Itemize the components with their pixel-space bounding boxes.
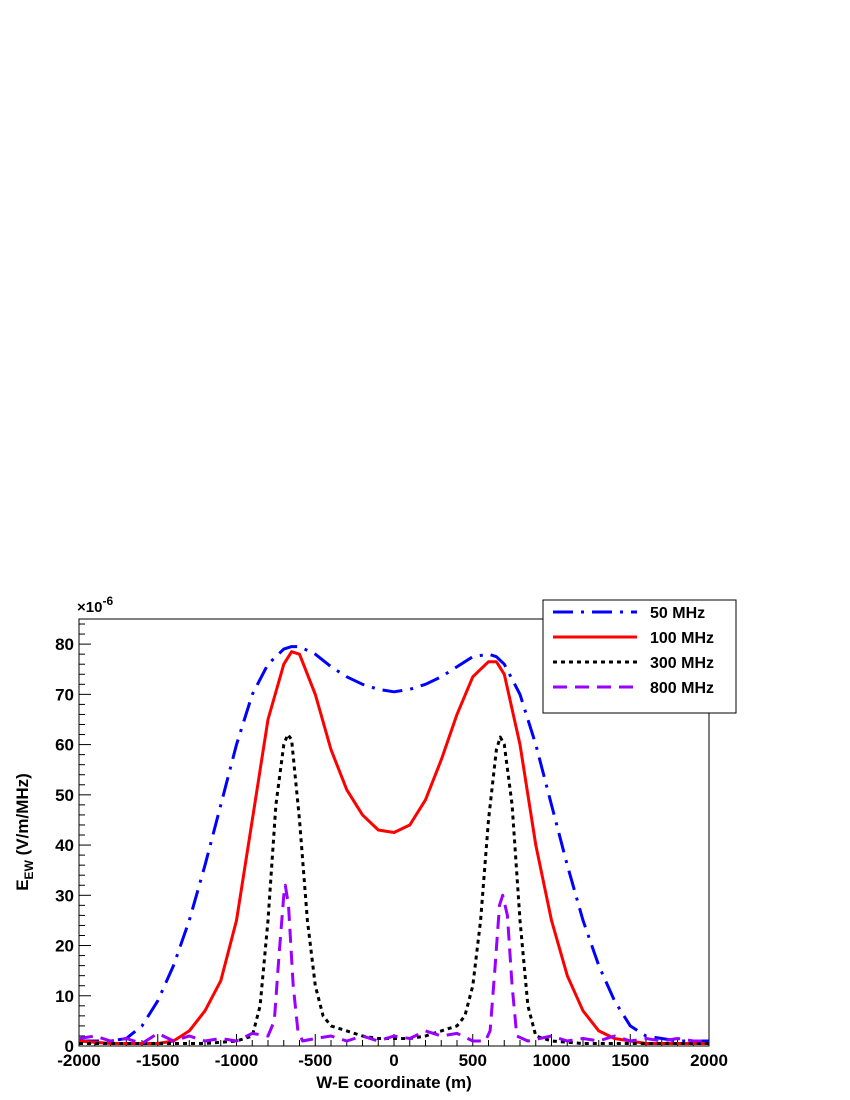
legend-box — [542, 599, 737, 714]
y-axis-title-rest: (V/m/MHz) — [13, 773, 32, 860]
y-tick-label: 80 — [55, 635, 74, 654]
series-line — [78, 650, 709, 1045]
y-tick-label: 0 — [65, 1037, 74, 1056]
y-exponent-power: -6 — [102, 594, 113, 608]
series-line — [78, 883, 709, 1045]
y-axis-title-main: E — [13, 879, 32, 890]
y-tick-label: 10 — [55, 987, 74, 1006]
y-tick-label: 40 — [55, 836, 74, 855]
y-axis-title-subscript: EW — [22, 859, 36, 879]
x-tick-label: -1000 — [215, 1051, 258, 1070]
y-exponent-label: ×10-6 — [77, 594, 113, 616]
legend: 50 MHz 100 MHz 300 MHz 800 MHz — [542, 599, 737, 714]
series-line — [79, 733, 709, 1045]
y-tick-label: 30 — [55, 886, 74, 905]
legend-label: 50 MHz — [650, 605, 705, 622]
y-exponent-prefix: ×10 — [77, 599, 102, 616]
y-tick-label: 20 — [55, 937, 74, 956]
y-tick-label: 60 — [55, 736, 74, 755]
x-axis-title: W-E coordinate (m) — [316, 1073, 472, 1092]
legend-label: 300 MHz — [650, 655, 714, 672]
y-axis-title: EEW (V/m/MHz) — [13, 773, 36, 891]
y-axis-ticks: 0 10 20 30 40 50 60 70 80 — [55, 623, 91, 1056]
x-tick-label: -1500 — [136, 1051, 179, 1070]
x-tick-label: 0 — [389, 1051, 398, 1070]
x-axis-ticks: -2000 -1500 -1000 -500 0 500 1000 1500 2000 — [57, 1034, 728, 1070]
legend-label: 100 MHz — [650, 630, 714, 647]
x-tick-label: -2000 — [57, 1051, 100, 1070]
x-tick-label: 1500 — [611, 1051, 649, 1070]
legend-label: 800 MHz — [650, 680, 714, 697]
x-tick-label: 500 — [459, 1051, 487, 1070]
x-tick-label: 1000 — [533, 1051, 571, 1070]
x-tick-label: -500 — [298, 1051, 332, 1070]
x-tick-label: 2000 — [690, 1051, 728, 1070]
series-line — [79, 645, 709, 1043]
y-tick-label: 50 — [55, 786, 74, 805]
series-layer — [78, 645, 709, 1045]
y-tick-label: 70 — [55, 685, 74, 704]
